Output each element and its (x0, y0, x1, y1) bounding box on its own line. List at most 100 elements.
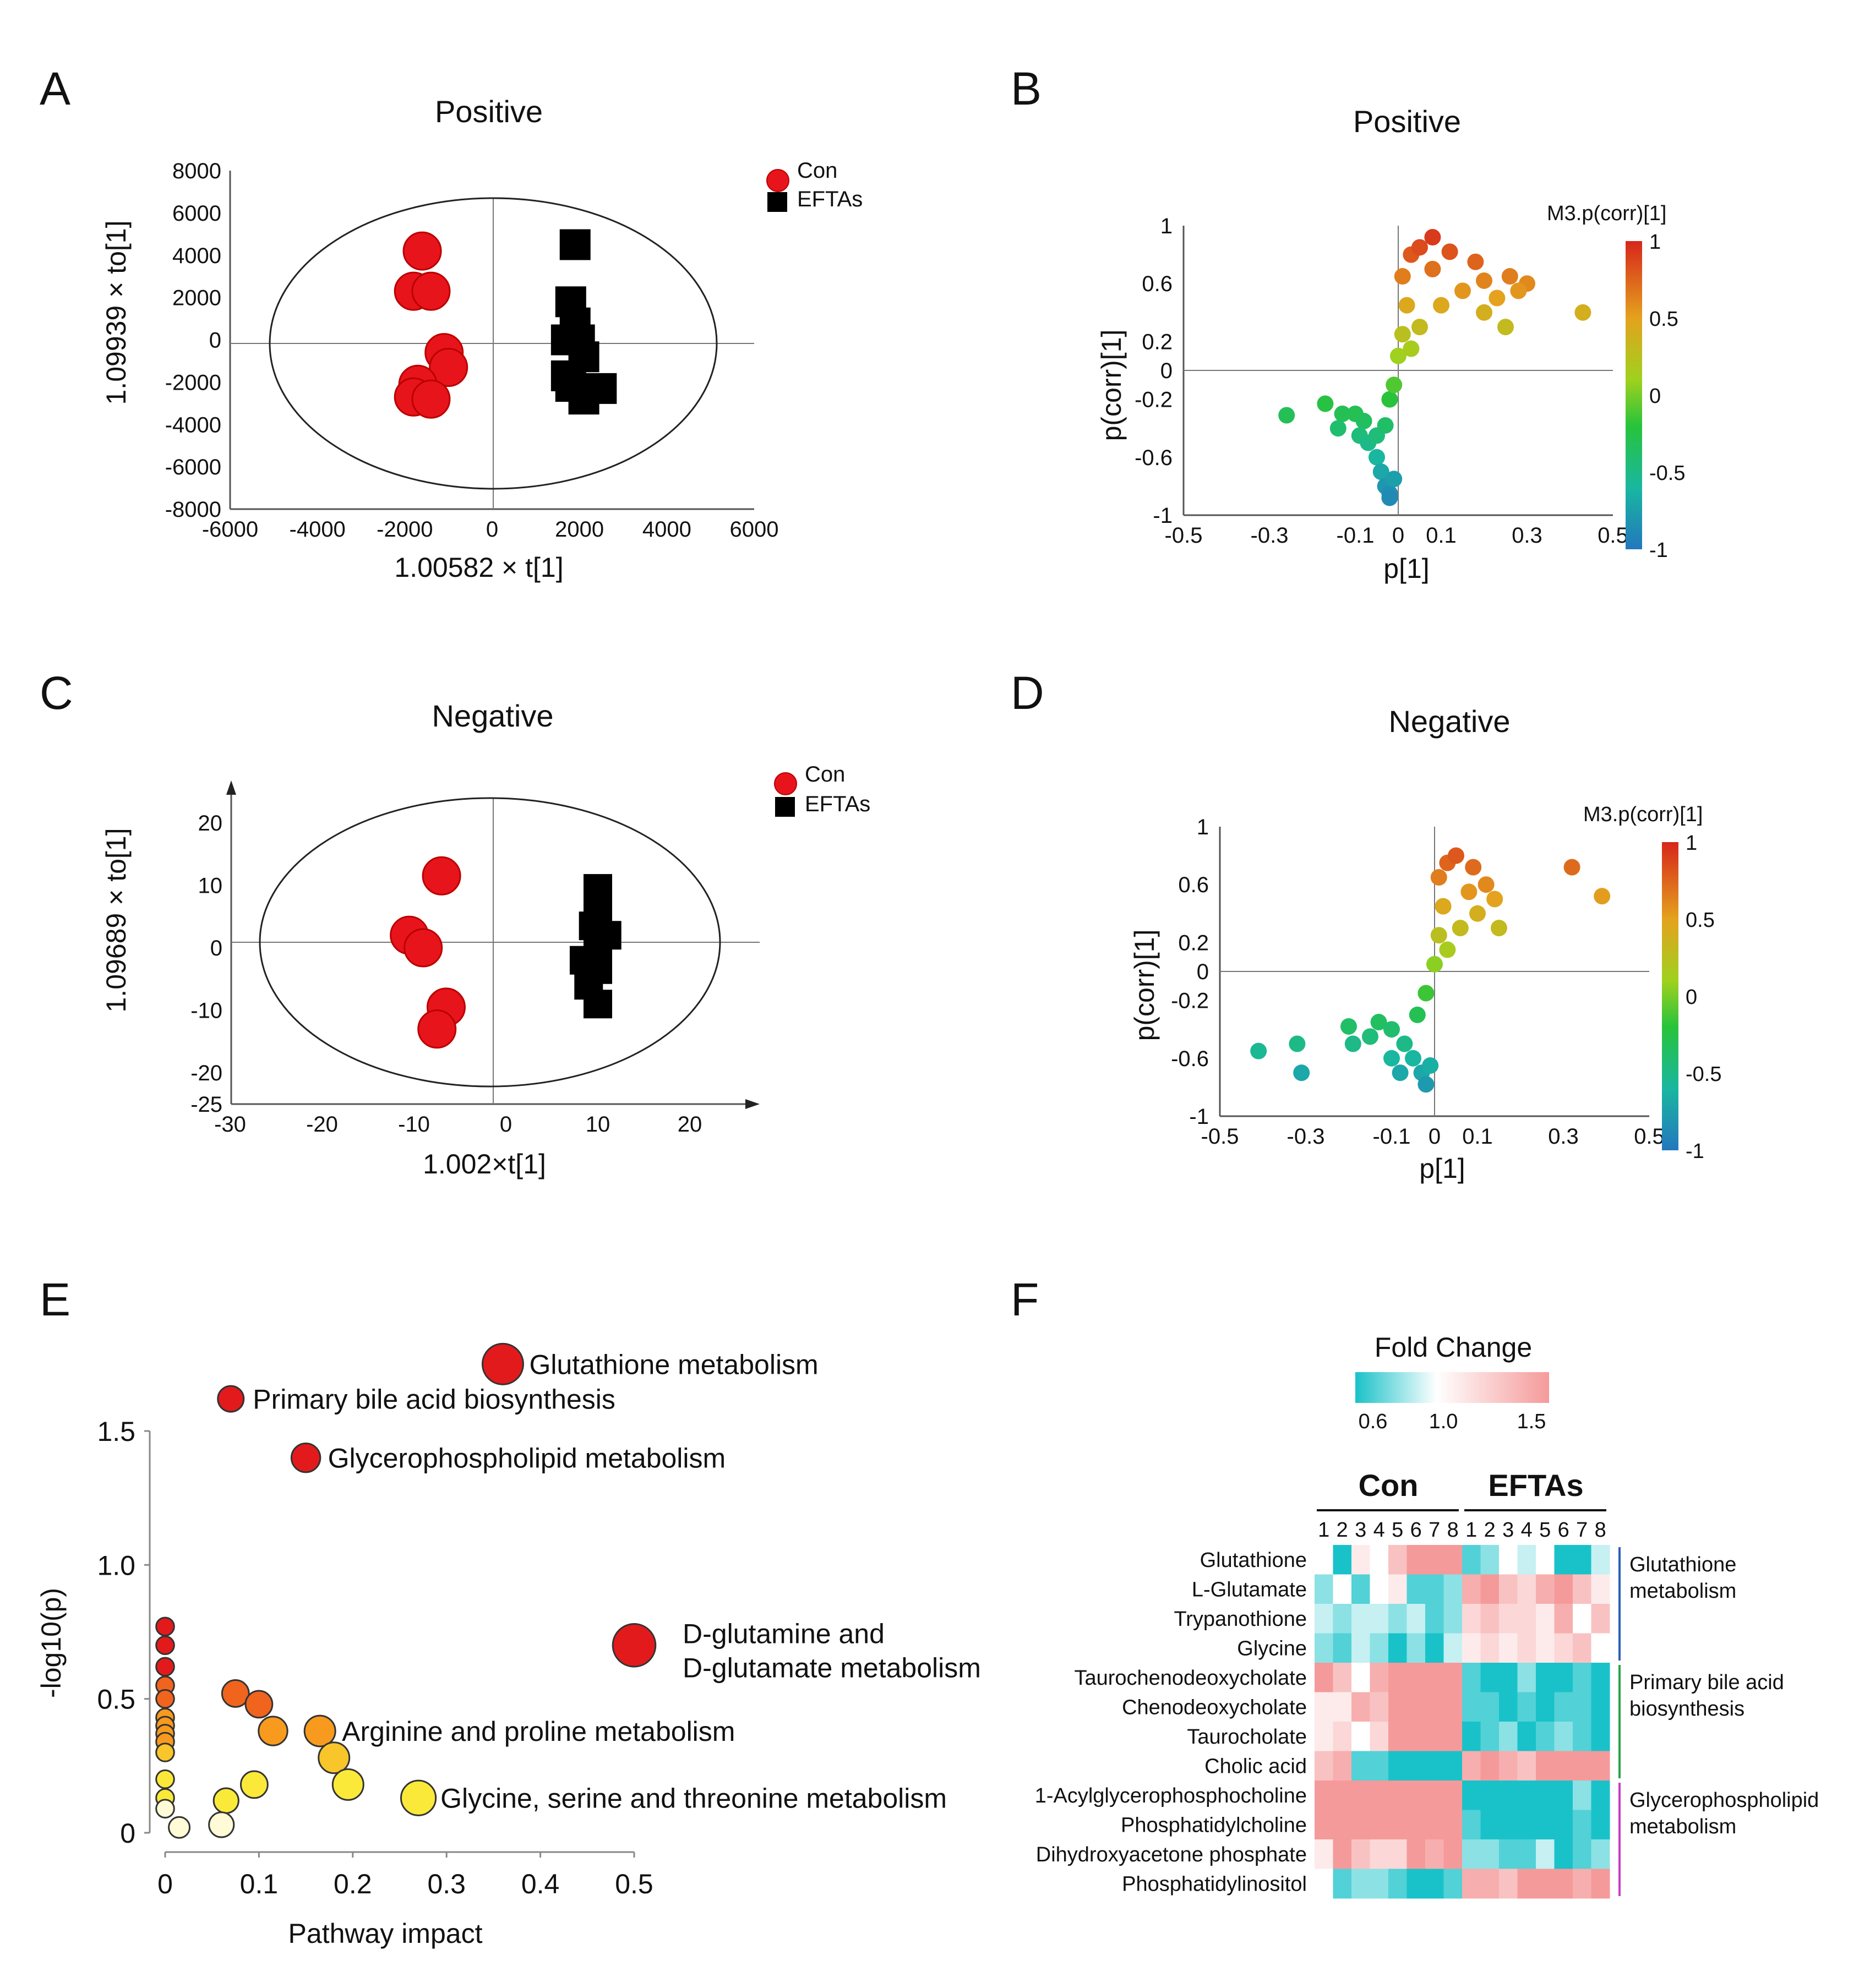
panel-b-point (1510, 282, 1527, 299)
panel-d-point (1563, 859, 1580, 876)
panel-d-colorbar-tick: 0.5 (1686, 909, 1715, 932)
panel-f-cell (1499, 1633, 1518, 1663)
panel-f-cell (1591, 1692, 1610, 1722)
panel-f-cell (1333, 1604, 1352, 1634)
panel-a-x-tick: -2000 (377, 517, 433, 542)
panel-e-pathway-label: Primary bile acid biosynthesis (253, 1384, 615, 1415)
panel-e-pathway-plot: 0 0.5 1.0 1.5 0 0.1 0.2 0.3 0.4 0.5 Glutathione … (36, 1342, 981, 1949)
panel-f-cell (1388, 1839, 1407, 1869)
panel-d-x-tick: -0.5 (1201, 1124, 1239, 1149)
panel-d-y-tick: -1 (1189, 1105, 1209, 1129)
panel-f-cell (1333, 1781, 1352, 1810)
panel-f-cell (1517, 1781, 1536, 1810)
panel-b-point (1489, 290, 1506, 307)
panel-f-cell (1425, 1839, 1444, 1869)
panel-e-pathway-point (155, 1799, 175, 1818)
panel-f-cell (1425, 1633, 1444, 1663)
panel-f-cell (1315, 1839, 1333, 1869)
panel-b-x-tick: 0.5 (1598, 523, 1628, 548)
panel-f-cell (1573, 1545, 1591, 1575)
panel-b-y-tick: 0 (1160, 359, 1173, 383)
panel-f-cell (1554, 1869, 1573, 1899)
panel-d-point (1340, 1018, 1357, 1035)
panel-f-cell (1573, 1839, 1591, 1869)
panel-b-y-tick: -0.6 (1135, 446, 1173, 470)
panel-f-row-label: Glycine (1237, 1637, 1307, 1660)
panel-d-y-tick: -0.2 (1171, 989, 1209, 1013)
panel-d-point (1418, 1076, 1435, 1093)
panel-f-cell (1517, 1810, 1536, 1840)
panel-f-cell (1462, 1663, 1481, 1692)
panel-f-cell (1480, 1781, 1500, 1810)
panel-f-column-label: 7 (1429, 1519, 1440, 1542)
panel-d-x-tick: 0.3 (1548, 1124, 1579, 1149)
panel-b-colorbar-tick: -1 (1649, 539, 1668, 562)
panel-b-point (1476, 272, 1492, 289)
panel-c-y-tick: 10 (198, 873, 223, 898)
panel-f-cell (1517, 1545, 1536, 1575)
panel-f-cell (1591, 1839, 1610, 1869)
panel-f-cell (1351, 1574, 1370, 1604)
panel-f-cell (1462, 1722, 1481, 1751)
panel-f-cell (1536, 1810, 1555, 1840)
panel-f-cell (1591, 1545, 1610, 1575)
panel-b-point (1394, 268, 1411, 285)
panel-letter-b: B (1011, 63, 1042, 114)
panel-a-legend-con-marker (766, 169, 789, 192)
panel-e-y-tick: 1.5 (97, 1416, 135, 1447)
panel-f-cell (1333, 1692, 1352, 1722)
panel-b-point (1278, 407, 1295, 424)
panel-f-cell (1443, 1810, 1463, 1840)
panel-d-colorbar (1662, 842, 1678, 1150)
panel-f-cell (1315, 1722, 1333, 1751)
panel-f-cell (1443, 1722, 1463, 1751)
panel-d-point (1409, 1006, 1426, 1023)
panel-f-row-label: 1-Acylglycerophosphocholine (1035, 1784, 1307, 1807)
panel-e-y-tick: 0 (120, 1818, 135, 1849)
panel-f-cell (1333, 1722, 1352, 1751)
panel-f-cell (1554, 1545, 1573, 1575)
panel-f-cell (1591, 1663, 1610, 1692)
panel-letter-e: E (40, 1274, 70, 1325)
panel-f-cell (1425, 1604, 1444, 1634)
panel-b-point (1441, 243, 1458, 260)
panel-d-point (1344, 1035, 1361, 1052)
panel-f-cell (1480, 1663, 1500, 1692)
panel-e-pathway-label: Glutathione metabolism (529, 1349, 818, 1380)
panel-f-cell (1462, 1839, 1481, 1869)
panel-b-point (1454, 282, 1471, 299)
panel-f-cell (1443, 1839, 1463, 1869)
panel-d-point (1469, 905, 1486, 922)
panel-c-title: Negative (432, 698, 553, 733)
panel-f-cell (1425, 1574, 1444, 1604)
panel-f-column-label: 4 (1373, 1519, 1385, 1542)
panel-b-x-tick: -0.1 (1337, 523, 1375, 548)
panel-f-cell (1370, 1722, 1389, 1751)
panel-e-pathway-point (155, 1769, 175, 1789)
panel-f-cell (1351, 1633, 1370, 1663)
panel-f-cell (1536, 1781, 1555, 1810)
panel-d-point (1370, 1014, 1387, 1031)
panel-f-cell (1480, 1751, 1500, 1781)
panel-e-pathway-point (239, 1770, 269, 1799)
panel-f-cell (1573, 1604, 1591, 1634)
panel-f-cell (1554, 1574, 1573, 1604)
panel-d-point (1430, 927, 1447, 944)
panel-f-cell (1443, 1633, 1463, 1663)
panel-b-point (1424, 229, 1441, 246)
panel-e-x-tick: 0 (157, 1869, 173, 1899)
panel-f-cell (1536, 1604, 1555, 1634)
panel-f-cell (1388, 1633, 1407, 1663)
panel-f-row-group-label: Primary bile acid biosynthesis (1629, 1671, 1784, 1721)
panel-letter-f: F (1011, 1274, 1039, 1325)
panel-f-cell (1425, 1692, 1444, 1722)
panel-f-cell (1480, 1633, 1500, 1663)
panel-b-x-tick: 0 (1392, 523, 1404, 548)
panel-c-legend-con-marker (774, 772, 797, 795)
panel-f-cell (1517, 1574, 1536, 1604)
panel-f-row-label: Cholic acid (1204, 1755, 1307, 1778)
panel-b-colorbar-label: M3.p(corr)[1] (1547, 202, 1666, 225)
panel-b-point (1574, 304, 1591, 321)
panel-b-x-tick: 0.1 (1426, 523, 1457, 548)
